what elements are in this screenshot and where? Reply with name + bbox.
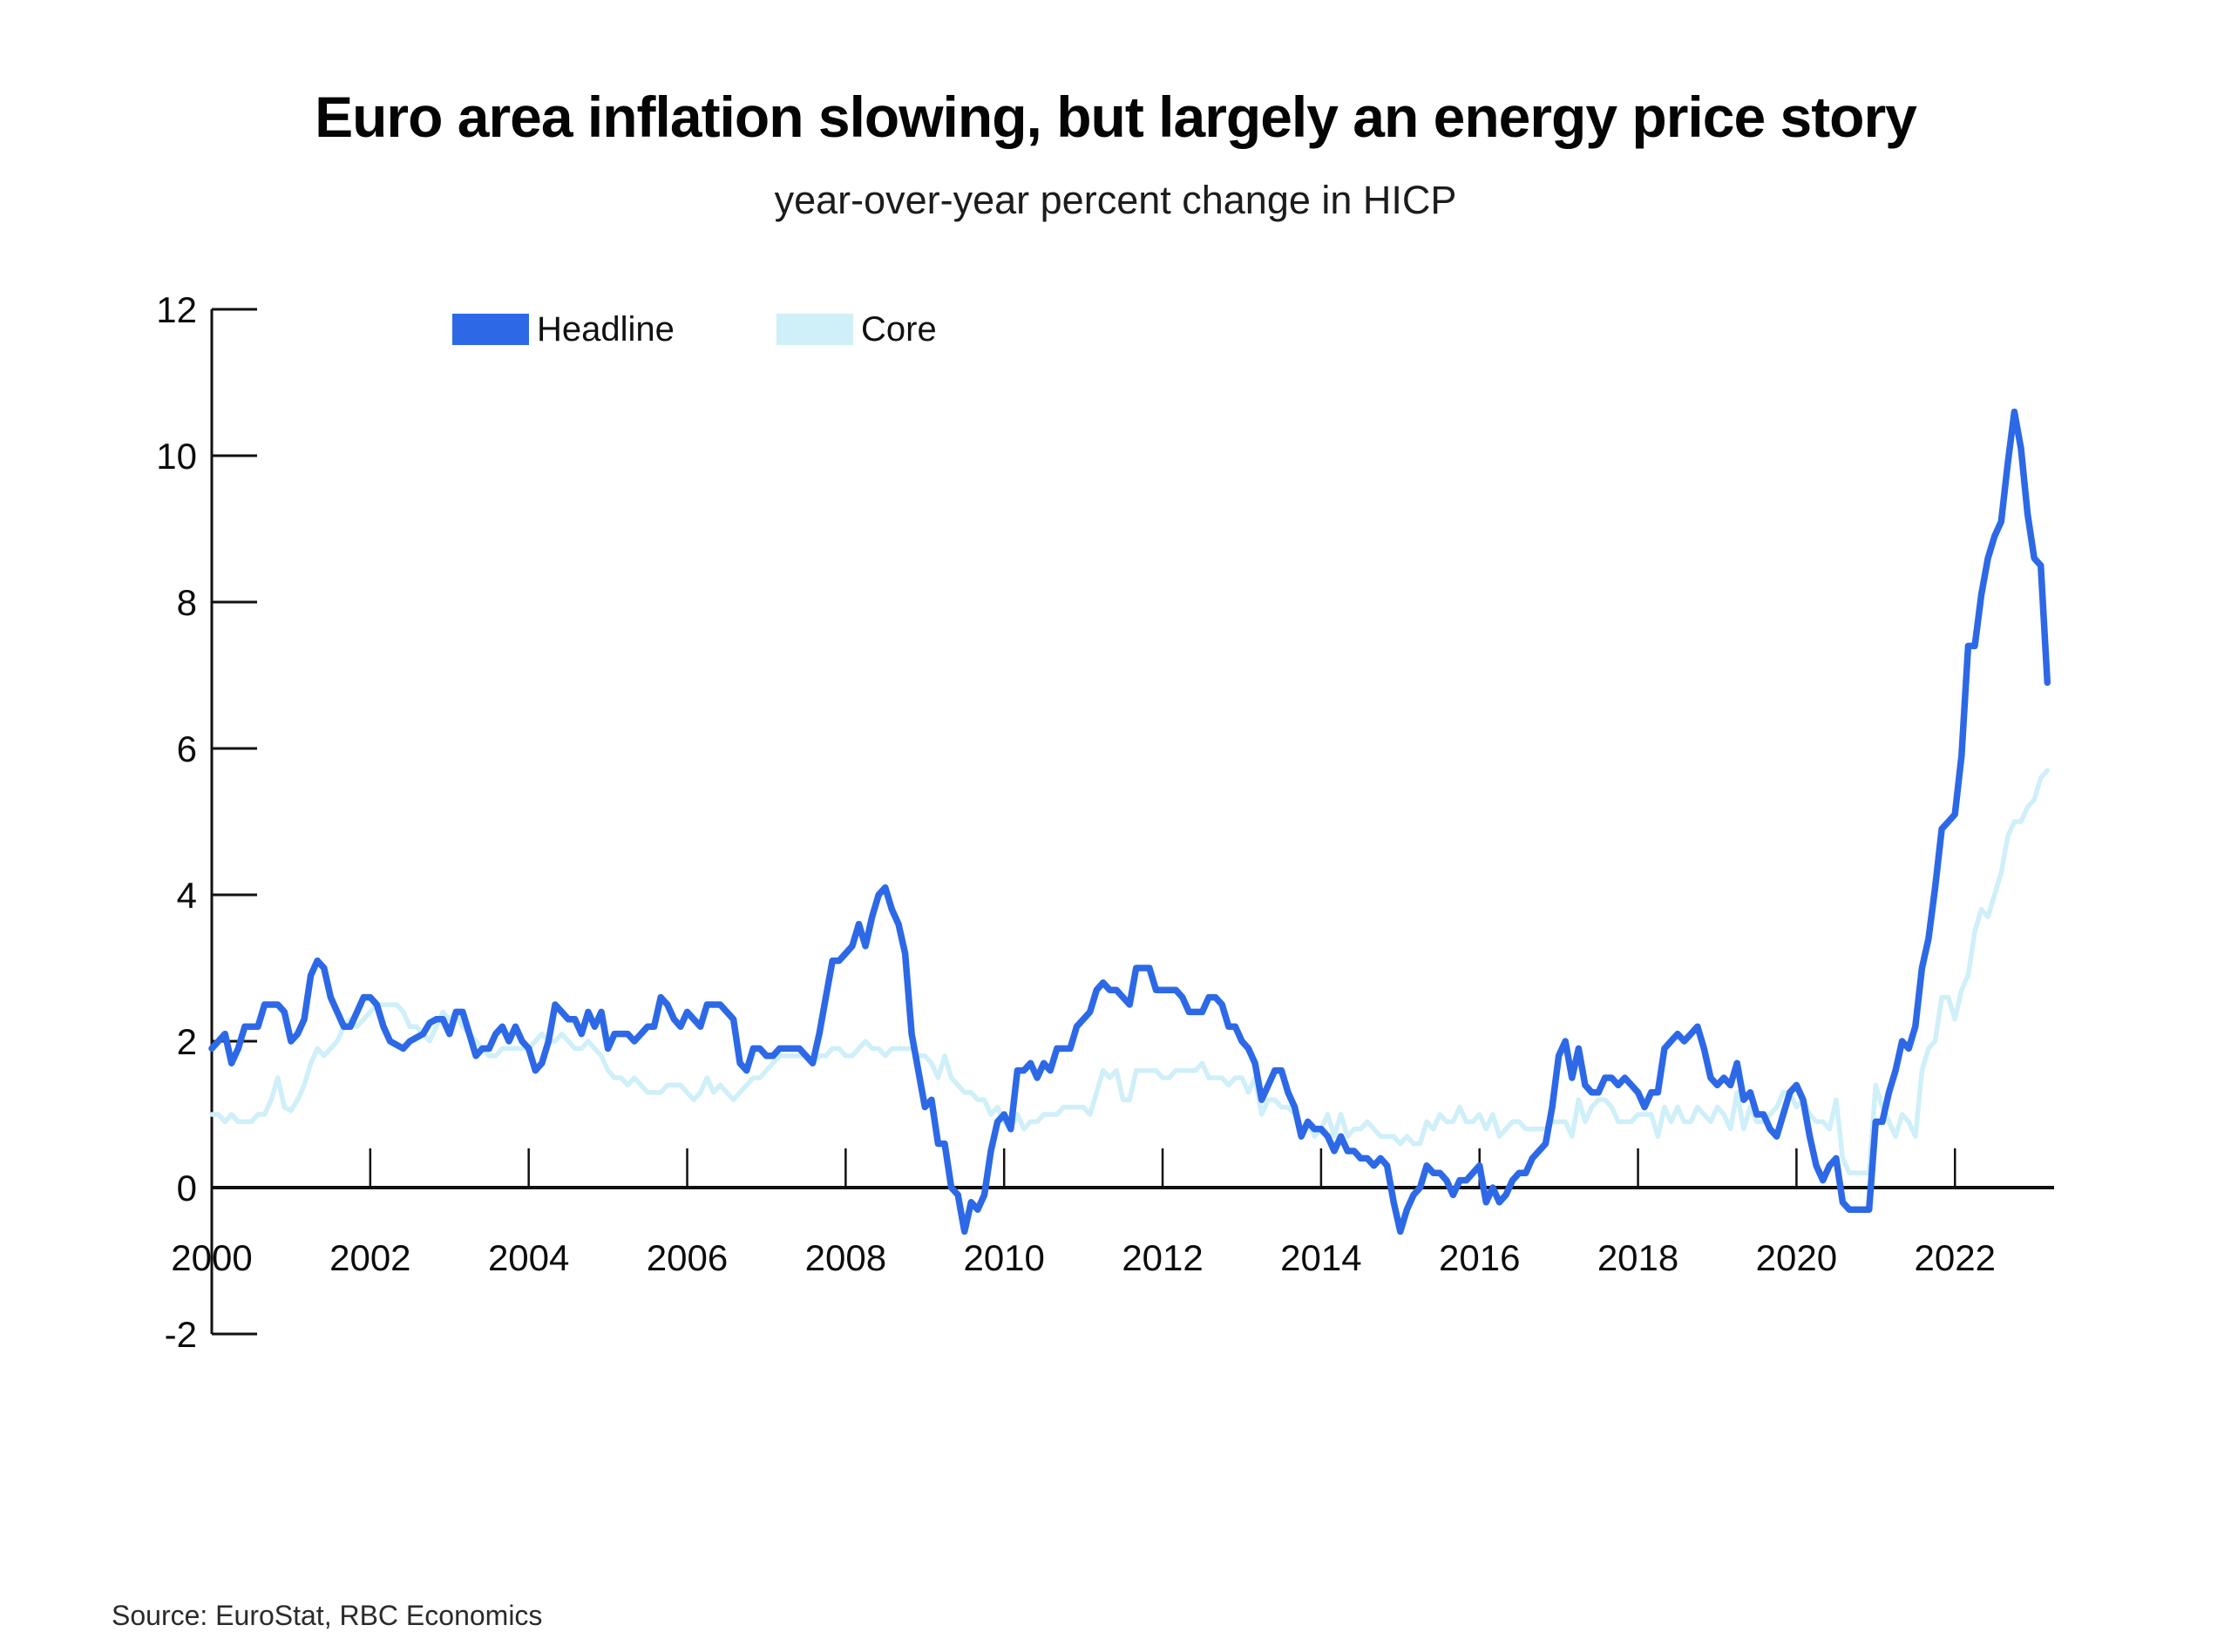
y-tick-label: 0 [177,1168,197,1209]
chart-title: Euro area inflation slowing, but largely… [315,85,1917,149]
legend-swatch-headline [452,314,529,345]
y-tick-label: -2 [165,1314,197,1355]
x-tick-label: 2014 [1280,1237,1361,1278]
y-tick-label: 8 [177,582,197,623]
legend-label-core: Core [861,310,937,349]
x-tick-label: 2006 [647,1237,728,1278]
x-tick-label: 2002 [329,1237,410,1278]
y-tick-label: 12 [156,289,197,330]
y-tick-label: 10 [156,436,197,477]
x-tick-label: 2020 [1756,1237,1837,1278]
x-tick-label: 2012 [1122,1237,1203,1278]
series-line-headline [208,408,2051,1236]
x-tick-label: 2000 [171,1237,252,1278]
source-note: Source: EuroStat, RBC Economics [112,1600,543,1631]
x-tick-label: 2016 [1439,1237,1520,1278]
x-tick-label: 2010 [963,1237,1044,1278]
chart-subtitle: year-over-year percent change in HICP [774,178,1457,222]
x-tick-label: 2018 [1597,1237,1678,1278]
x-tick-label: 2008 [805,1237,886,1278]
x-tick-label: 2022 [1915,1237,1996,1278]
legend-swatch-core [776,314,853,345]
legend-label-headline: Headline [537,310,675,349]
y-tick-label: 2 [177,1021,197,1062]
series-line-core [209,768,2051,1175]
y-tick-label: 4 [177,875,197,916]
y-tick-label: 6 [177,728,197,769]
x-tick-label: 2004 [488,1237,569,1278]
